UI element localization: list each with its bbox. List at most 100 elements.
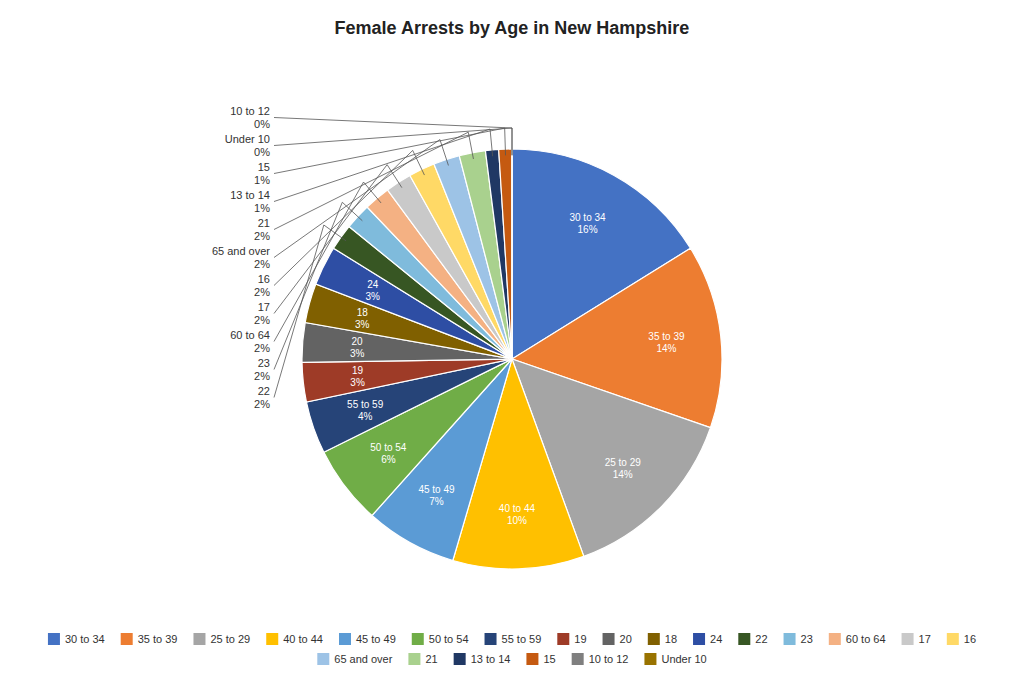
legend-label: 17 bbox=[919, 633, 931, 645]
data-label: 151% bbox=[254, 161, 270, 186]
legend-swatch bbox=[339, 633, 351, 645]
data-label: Under 100% bbox=[225, 133, 270, 158]
data-label: 183% bbox=[355, 306, 370, 329]
data-labels: 30 to 3416%35 to 3914%25 to 2914%40 to 4… bbox=[212, 105, 685, 526]
label-category: 15 bbox=[258, 161, 270, 173]
leader-line bbox=[274, 165, 402, 314]
legend-label: 55 to 59 bbox=[502, 633, 542, 645]
legend-label: 19 bbox=[574, 633, 586, 645]
label-value: 10% bbox=[507, 515, 527, 526]
legend-swatch bbox=[947, 633, 959, 645]
label-category: 22 bbox=[258, 385, 270, 397]
legend-label: 40 to 44 bbox=[283, 633, 323, 645]
data-label: 60 to 642% bbox=[230, 329, 270, 354]
legend-item: 45 to 49 bbox=[339, 633, 396, 645]
chart: Female Arrests by Age in New Hampshire30… bbox=[0, 0, 1024, 683]
label-category: 13 to 14 bbox=[230, 189, 270, 201]
legend-swatch bbox=[829, 633, 841, 645]
label-category: 25 to 29 bbox=[605, 457, 642, 468]
legend-label: Under 10 bbox=[661, 653, 706, 665]
legend-item: 22 bbox=[738, 633, 767, 645]
label-value: 2% bbox=[254, 342, 270, 354]
leader-line bbox=[274, 129, 493, 201]
legend-item: 17 bbox=[902, 633, 931, 645]
label-category: 21 bbox=[258, 217, 270, 229]
label-value: 0% bbox=[254, 118, 270, 130]
label-value: 2% bbox=[254, 286, 270, 298]
legend-item: 20 bbox=[603, 633, 632, 645]
legend-swatch bbox=[557, 633, 569, 645]
legend-swatch bbox=[738, 633, 750, 645]
leader-line bbox=[274, 118, 512, 156]
data-label: 13 to 141% bbox=[230, 189, 270, 214]
label-value: 3% bbox=[366, 290, 381, 301]
label-value: 2% bbox=[254, 314, 270, 326]
label-value: 3% bbox=[350, 347, 365, 358]
label-value: 14% bbox=[656, 342, 676, 353]
label-category: 60 to 64 bbox=[230, 329, 270, 341]
legend-label: 45 to 49 bbox=[356, 633, 396, 645]
leader-line bbox=[274, 132, 473, 229]
legend-label: 10 to 12 bbox=[589, 653, 629, 665]
legend-item: 23 bbox=[784, 633, 813, 645]
label-value: 2% bbox=[254, 370, 270, 382]
label-value: 6% bbox=[381, 454, 396, 465]
data-label: 212% bbox=[254, 217, 270, 242]
legend-label: 60 to 64 bbox=[846, 633, 886, 645]
legend-item: 13 to 14 bbox=[454, 653, 511, 665]
label-value: 0% bbox=[254, 146, 270, 158]
data-label: 30 to 3416% bbox=[569, 212, 606, 235]
label-category: 35 to 39 bbox=[648, 330, 685, 341]
label-category: 16 bbox=[258, 273, 270, 285]
label-category: 23 bbox=[258, 357, 270, 369]
label-value: 2% bbox=[254, 230, 270, 242]
label-value: 3% bbox=[355, 318, 370, 329]
legend-item: 21 bbox=[408, 653, 437, 665]
legend-swatch bbox=[266, 633, 278, 645]
legend-swatch bbox=[48, 633, 60, 645]
legend-item: Under 10 bbox=[644, 653, 706, 665]
label-category: Under 10 bbox=[225, 133, 270, 145]
data-label: 50 to 546% bbox=[370, 442, 407, 465]
label-value: 16% bbox=[578, 224, 598, 235]
legend-label: 25 to 29 bbox=[210, 633, 250, 645]
label-value: 4% bbox=[358, 410, 373, 421]
label-value: 1% bbox=[254, 174, 270, 186]
legend-label: 30 to 34 bbox=[65, 633, 105, 645]
legend-label: 22 bbox=[755, 633, 767, 645]
label-category: 20 bbox=[352, 335, 364, 346]
legend-swatch bbox=[648, 633, 660, 645]
data-label: 55 to 594% bbox=[347, 398, 384, 421]
label-value: 7% bbox=[429, 495, 444, 506]
legend-item: 55 to 59 bbox=[485, 633, 542, 645]
leader-line bbox=[274, 128, 512, 155]
data-label: 45 to 497% bbox=[418, 483, 455, 506]
legend-item: 50 to 54 bbox=[412, 633, 469, 645]
data-label: 65 and over2% bbox=[212, 245, 270, 270]
legend-label: 21 bbox=[425, 653, 437, 665]
leader-line bbox=[274, 182, 381, 341]
legend-swatch bbox=[454, 653, 466, 665]
legend-label: 23 bbox=[801, 633, 813, 645]
legend-swatch bbox=[412, 633, 424, 645]
legend-item: 15 bbox=[526, 653, 555, 665]
legend-item: 25 to 29 bbox=[193, 633, 250, 645]
data-label: 40 to 4410% bbox=[499, 503, 536, 526]
legend-item: 60 to 64 bbox=[829, 633, 886, 645]
leader-line bbox=[274, 225, 346, 397]
legend-item: 16 bbox=[947, 633, 976, 645]
legend-label: 16 bbox=[964, 633, 976, 645]
label-category: 65 and over bbox=[212, 245, 270, 257]
legend-label: 35 to 39 bbox=[138, 633, 178, 645]
label-category: 17 bbox=[258, 301, 270, 313]
legend-label: 13 to 14 bbox=[471, 653, 511, 665]
legend-item: 35 to 39 bbox=[121, 633, 178, 645]
legend-swatch bbox=[121, 633, 133, 645]
legend-swatch bbox=[644, 653, 656, 665]
label-category: 45 to 49 bbox=[418, 483, 455, 494]
data-label: 203% bbox=[350, 335, 365, 358]
label-value: 3% bbox=[350, 377, 365, 388]
legend-swatch bbox=[193, 633, 205, 645]
legend-swatch bbox=[902, 633, 914, 645]
label-value: 14% bbox=[613, 469, 633, 480]
